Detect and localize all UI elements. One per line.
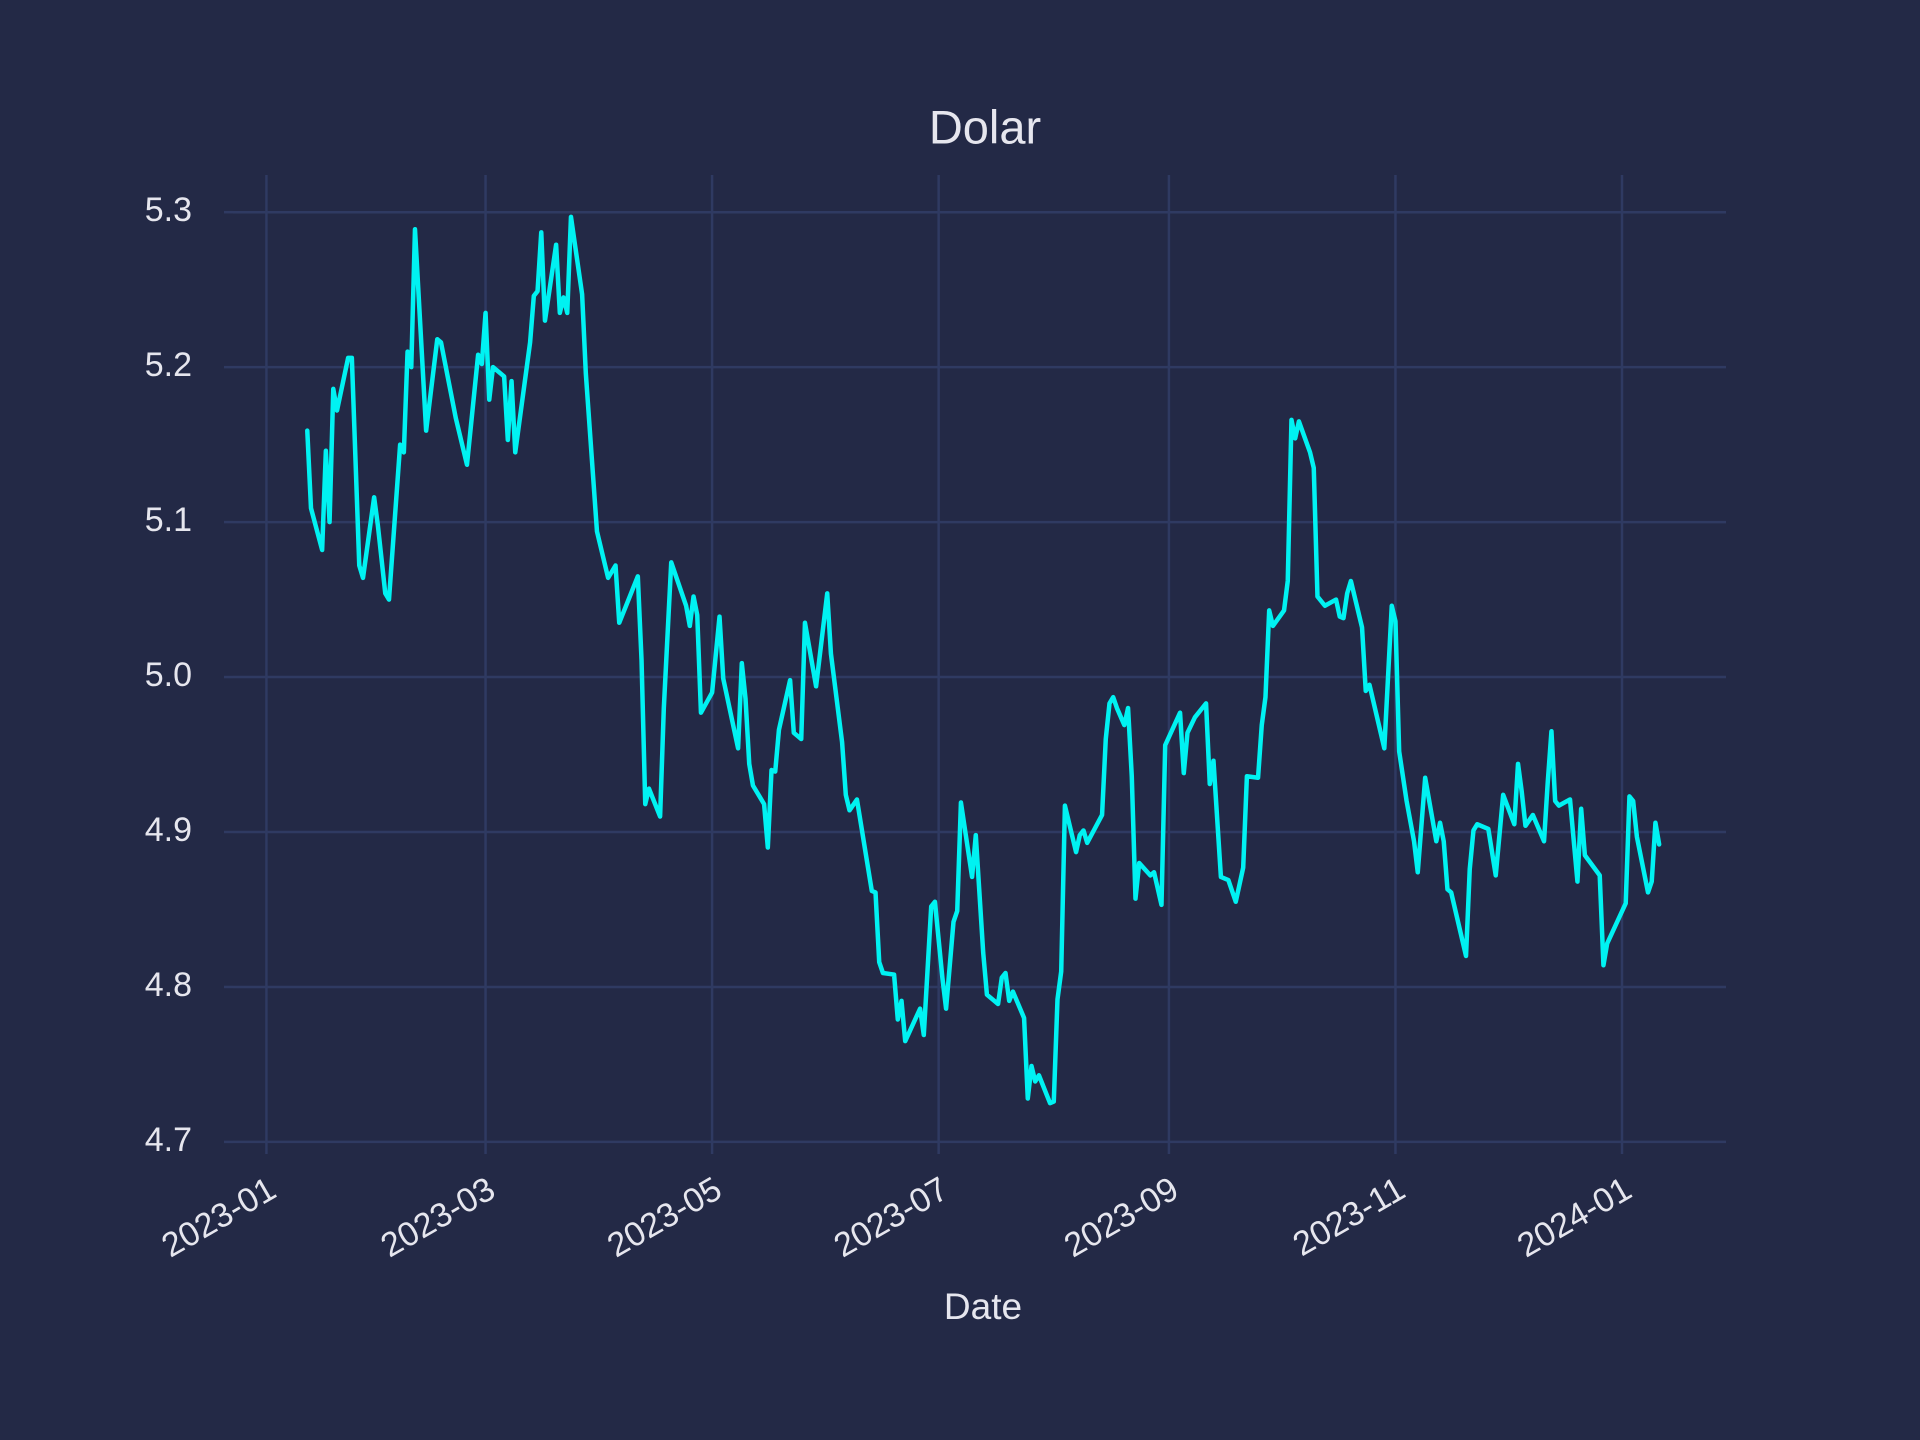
- y-tick-label: 5.0: [145, 656, 192, 694]
- y-tick-label: 5.2: [145, 346, 192, 384]
- y-tick-label: 4.9: [145, 811, 192, 849]
- y-tick-label: 5.3: [145, 191, 192, 229]
- x-tick-label: 2023-01: [155, 1170, 282, 1265]
- x-tick-label: 2023-09: [1058, 1170, 1185, 1265]
- x-tick-label: 2023-05: [601, 1170, 728, 1265]
- y-tick-label: 5.1: [145, 501, 192, 539]
- y-tick-label: 4.7: [145, 1121, 192, 1159]
- x-tick-label: 2023-03: [374, 1170, 501, 1265]
- x-tick-label: 2023-07: [828, 1170, 955, 1265]
- x-axis-label: Date: [944, 1286, 1022, 1327]
- x-tick-label: 2024-01: [1511, 1170, 1638, 1265]
- data-line: [305, 214, 1662, 1106]
- x-tick-label: 2023-11: [1287, 1170, 1412, 1264]
- chart-title: Dolar: [929, 100, 1041, 153]
- y-tick-label: 4.8: [145, 966, 192, 1004]
